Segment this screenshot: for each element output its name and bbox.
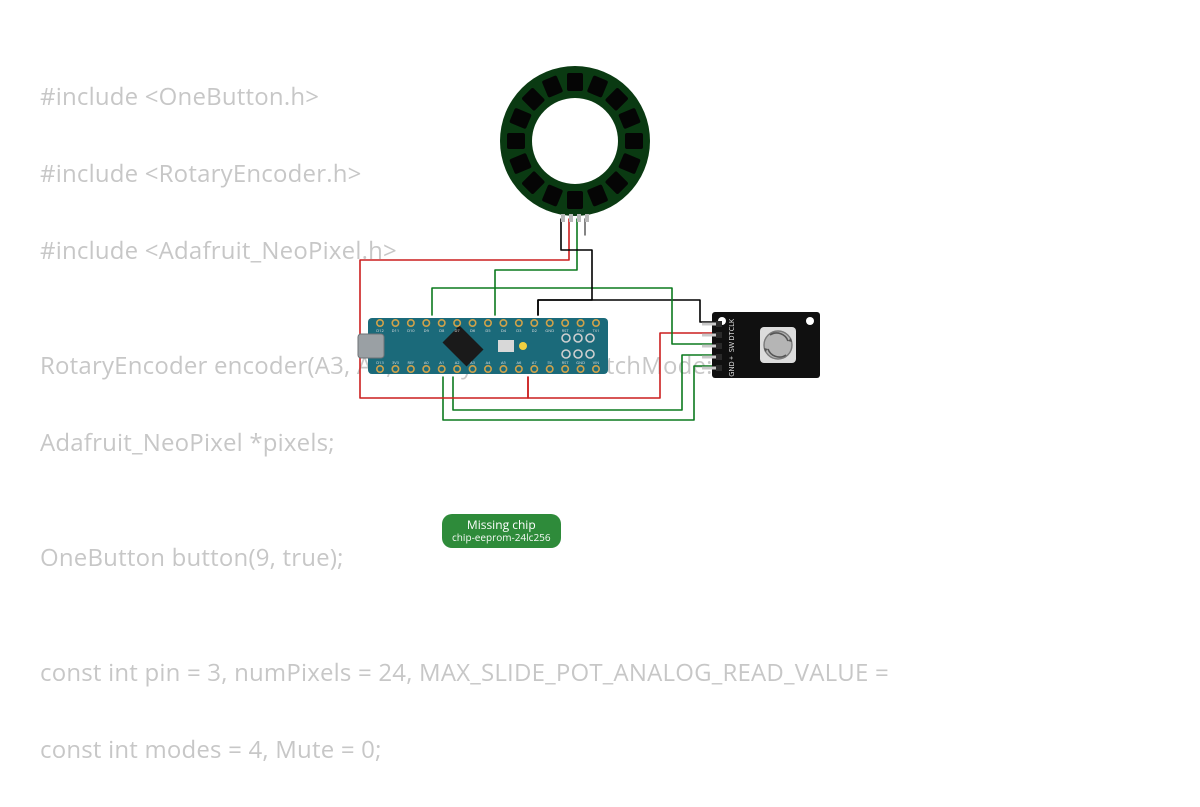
encoder-pin-label: CLK bbox=[728, 318, 737, 331]
encoder-pin bbox=[702, 345, 716, 348]
ring-pin bbox=[585, 214, 589, 222]
nano-label: D8 bbox=[439, 329, 445, 334]
nano-label: D10 bbox=[407, 329, 415, 334]
nano-label: A4 bbox=[486, 361, 492, 366]
nano-label: A3 bbox=[470, 361, 476, 366]
schematic-diagram: D12 D13 D11 3V3 D10 REF D9 A0 D8 A1 D7 A2 D6 A3 D5 A4 D4… bbox=[0, 0, 1200, 630]
arduino-nano: D12 D13 D11 3V3 D10 REF D9 A0 D8 A1 D7 A2 D6 A3 D5 A4 D4… bbox=[358, 318, 608, 374]
nano-label: RST bbox=[562, 361, 570, 366]
nano-label: TX1 bbox=[593, 329, 600, 334]
nano-a2-to-encoder-clk bbox=[443, 366, 718, 420]
nano-label: 5V bbox=[547, 361, 552, 366]
ring-pin bbox=[577, 214, 581, 222]
nano-label: RST bbox=[562, 329, 570, 334]
nano-label: A7 bbox=[532, 361, 538, 366]
nano-label: D12 bbox=[376, 329, 384, 334]
nano-label: VIN bbox=[593, 361, 600, 366]
nano-label: D3 bbox=[516, 329, 522, 334]
neopixel-ring bbox=[500, 66, 650, 222]
encoder-pin bbox=[702, 367, 716, 370]
encoder-pin bbox=[702, 323, 716, 326]
nano-label: D6 bbox=[470, 329, 476, 334]
rotary-encoder: CLKDTSW +GND bbox=[702, 312, 820, 378]
neopixel-led bbox=[567, 191, 583, 209]
encoder-pin-label: GND bbox=[728, 361, 737, 376]
nano-label: D9 bbox=[424, 329, 430, 334]
encoder-pin bbox=[702, 334, 716, 337]
encoder-pin-label: DT bbox=[728, 331, 737, 340]
nano-label: A5 bbox=[501, 361, 507, 366]
nano-label: GND bbox=[545, 329, 554, 334]
nano-label: D5 bbox=[485, 329, 491, 334]
nano-label: A0 bbox=[424, 361, 430, 366]
nano-label: A2 bbox=[455, 361, 461, 366]
nano-label: D11 bbox=[392, 329, 399, 334]
nano-label: D4 bbox=[501, 329, 507, 334]
encoder-pin-label: SW bbox=[728, 341, 737, 352]
ring-pin bbox=[561, 214, 565, 222]
nano-label: REF bbox=[407, 361, 414, 366]
missing-chip-badge: Missing chip chip-eeprom-24lc256 bbox=[442, 514, 561, 548]
neopixel-led bbox=[507, 133, 525, 149]
nano-label: GND bbox=[576, 361, 585, 366]
ring-pin bbox=[569, 214, 573, 222]
nano-label: A6 bbox=[516, 361, 522, 366]
nano-label: D13 bbox=[376, 361, 384, 366]
nano-label: 3V3 bbox=[392, 361, 400, 366]
missing-chip-subtitle: chip-eeprom-24lc256 bbox=[452, 532, 551, 544]
encoder-pin bbox=[702, 356, 716, 359]
nano-label: RX0 bbox=[577, 329, 585, 334]
code-line: const int pin = 3, numPixels = 24, MAX_S… bbox=[40, 654, 889, 692]
nano-gnd-to-ring-gnd bbox=[538, 219, 592, 315]
nano-label: A1 bbox=[439, 361, 444, 366]
encoder-pin-label: + bbox=[728, 356, 737, 360]
nano-label: D7 bbox=[455, 329, 461, 334]
neopixel-led bbox=[625, 133, 643, 149]
code-line: const int modes = 4, Mute = 0; bbox=[40, 731, 889, 769]
nano-label: D2 bbox=[532, 329, 538, 334]
neopixel-led bbox=[567, 73, 583, 91]
